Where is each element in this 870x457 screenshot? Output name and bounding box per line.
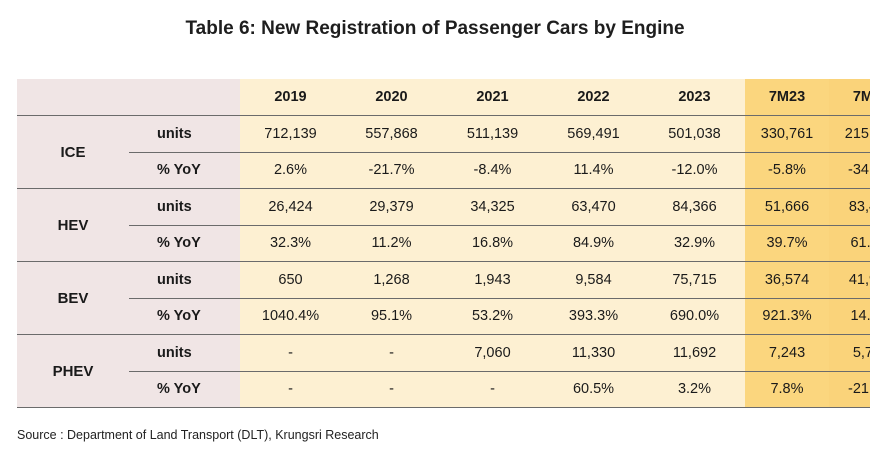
units-label: units: [129, 188, 240, 226]
table-cell: 557,868: [341, 115, 442, 153]
table-cell: 712,139: [240, 115, 341, 153]
table-cell: 11,330: [543, 334, 644, 372]
table-cell: 63,470: [543, 188, 644, 226]
table-cell: 32.3%: [240, 225, 341, 262]
yoy-label: % YoY: [129, 152, 240, 189]
table-cell: 921.3%: [745, 298, 829, 335]
table-cell: 511,139: [442, 115, 543, 153]
table-cell: 501,038: [644, 115, 745, 153]
table-cell: 84.9%: [543, 225, 644, 262]
table-cell: 26,424: [240, 188, 341, 226]
table-cell: 7,060: [442, 334, 543, 372]
table-cell: -: [240, 371, 341, 408]
table-cell: 16.8%: [442, 225, 543, 262]
table-cell: -21.1%: [829, 371, 870, 408]
column-header: 2019: [240, 79, 341, 116]
engine-label: PHEV: [17, 334, 129, 408]
table-cell: 36,574: [745, 261, 829, 299]
table-cell: 29,379: [341, 188, 442, 226]
table-cell: 215,337: [829, 115, 870, 153]
source-note: Source : Department of Land Transport (D…: [17, 428, 379, 442]
column-header: 2020: [341, 79, 442, 116]
table-cell: 650: [240, 261, 341, 299]
column-header: 2022: [543, 79, 644, 116]
table-cell: 690.0%: [644, 298, 745, 335]
table-cell: 7.8%: [745, 371, 829, 408]
table-cell: 53.2%: [442, 298, 543, 335]
table-cell: 60.5%: [543, 371, 644, 408]
table-cell: 32.9%: [644, 225, 745, 262]
table-cell: 1040.4%: [240, 298, 341, 335]
table-cell: 83,400: [829, 188, 870, 226]
yoy-label: % YoY: [129, 225, 240, 262]
header-row: 2019 2020 2021 2022 2023 7M23 7M24: [17, 79, 870, 116]
yoy-label: % YoY: [129, 371, 240, 408]
yoy-row: % YoY 1040.4% 95.1% 53.2% 393.3% 690.0% 921.3%…: [17, 298, 870, 335]
yoy-label: % YoY: [129, 298, 240, 335]
table-cell: -: [341, 371, 442, 408]
units-row: BEV units 650 1,268 1,943 9,584 75,715 36,574 41…: [17, 261, 870, 335]
table-cell: 3.2%: [644, 371, 745, 408]
table-cell: -8.4%: [442, 152, 543, 189]
table-cell: 11,692: [644, 334, 745, 372]
table-cell: -5.8%: [745, 152, 829, 189]
engine-label: BEV: [17, 261, 129, 335]
table-cell: -12.0%: [644, 152, 745, 189]
units-label: units: [129, 261, 240, 299]
table-title: Table 6: New Registration of Passenger C…: [185, 18, 685, 39]
registration-table: 2019 2020 2021 2022 2023 7M23 7M24 ICEun…: [17, 79, 870, 408]
units-label: units: [129, 115, 240, 153]
table-cell: 39.7%: [745, 225, 829, 262]
table-cell: 7,243: [745, 334, 829, 372]
table-cell: 61.4%: [829, 225, 870, 262]
table-cell: -: [442, 371, 543, 408]
table-cell: 11.4%: [543, 152, 644, 189]
table-cell: 9,584: [543, 261, 644, 299]
table-cell: 1,943: [442, 261, 543, 299]
table-cell: 84,366: [644, 188, 745, 226]
yoy-row: % YoY---60.5%3.2%7.8%-21.1%: [17, 371, 870, 408]
column-header: 2023: [644, 79, 745, 116]
units-row: HEV units 26,424 29,379 34,325 63,470 84,366 51…: [17, 188, 870, 262]
column-header: 7M23: [745, 79, 829, 116]
units-label: units: [129, 334, 240, 372]
column-header: 2021: [442, 79, 543, 116]
table-cell: -21.7%: [341, 152, 442, 189]
header-blank-cell: [17, 79, 240, 116]
table-cell: 95.1%: [341, 298, 442, 335]
table-cell: 1,268: [341, 261, 442, 299]
table-cell: 14.8%: [829, 298, 870, 335]
table-cell: 11.2%: [341, 225, 442, 262]
yoy-row: % YoY2.6%-21.7%-8.4%11.4%-12.0%-5.8%-34.…: [17, 152, 870, 189]
table-cell: -34.9%: [829, 152, 870, 189]
table-cell: -: [240, 334, 341, 372]
table-cell: -: [341, 334, 442, 372]
column-header: 7M24: [829, 79, 870, 116]
table-cell: 51,666: [745, 188, 829, 226]
table-cell: 5,717: [829, 334, 870, 372]
table-cell: 41,993: [829, 261, 870, 299]
table-cell: 34,325: [442, 188, 543, 226]
table-cell: 75,715: [644, 261, 745, 299]
engine-label: ICE: [17, 115, 129, 189]
table-cell: 393.3%: [543, 298, 644, 335]
table-cell: 569,491: [543, 115, 644, 153]
units-row: ICE units 712,139 557,868 511,139 569,491 501,…: [17, 115, 870, 189]
table-cell: 2.6%: [240, 152, 341, 189]
table-cell: 330,761: [745, 115, 829, 153]
engine-label: HEV: [17, 188, 129, 262]
